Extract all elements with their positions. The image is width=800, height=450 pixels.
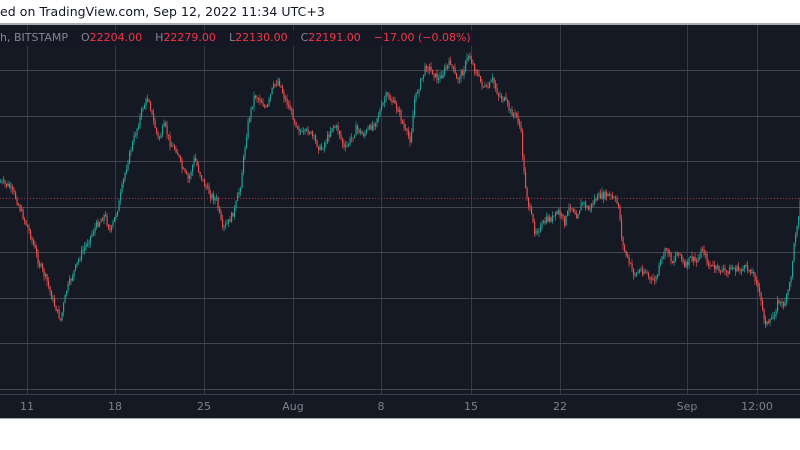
time-tick-label: Aug [282, 400, 304, 413]
chart-bottom-border [0, 418, 800, 419]
time-tick-label: 15 [464, 400, 478, 413]
time-tick-label: 25 [197, 400, 211, 413]
low-label: L [228, 31, 236, 44]
time-axis[interactable]: 11 18 25 Aug 8 15 22 Sep 12:00 [0, 394, 800, 418]
time-tick-label: 22 [553, 400, 567, 413]
time-tick-label: Sep [676, 400, 698, 413]
published-on-text: ed on TradingView.com, Sep 12, 2022 11:3… [0, 4, 325, 19]
low-value: 22130.00 [235, 31, 288, 44]
header-divider [0, 23, 800, 25]
symbol-label: h, BITSTAMP [0, 31, 68, 44]
time-tick-label: 12:00 [741, 400, 773, 413]
publish-header: ed on TradingView.com, Sep 12, 2022 11:3… [0, 0, 800, 23]
high-label: H [155, 31, 164, 44]
high-value: 22279.00 [163, 31, 216, 44]
time-tick-label: 11 [20, 400, 34, 413]
close-label: C [300, 31, 309, 44]
time-tick-label: 18 [108, 400, 122, 413]
change-value: −17.00 (−0.08%) [373, 31, 471, 44]
ohlc-legend: h, BITSTAMP O22204.00 H22279.00 L22130.0… [0, 30, 475, 46]
chart-canvas[interactable] [0, 25, 800, 394]
open-value: 22204.00 [89, 31, 143, 44]
open-label: O [80, 31, 90, 44]
time-tick-label: 8 [377, 400, 385, 413]
close-value: 22191.00 [308, 31, 361, 44]
candles [0, 52, 800, 329]
candlestick-chart[interactable]: h, BITSTAMP O22204.00 H22279.00 L22130.0… [0, 25, 800, 418]
